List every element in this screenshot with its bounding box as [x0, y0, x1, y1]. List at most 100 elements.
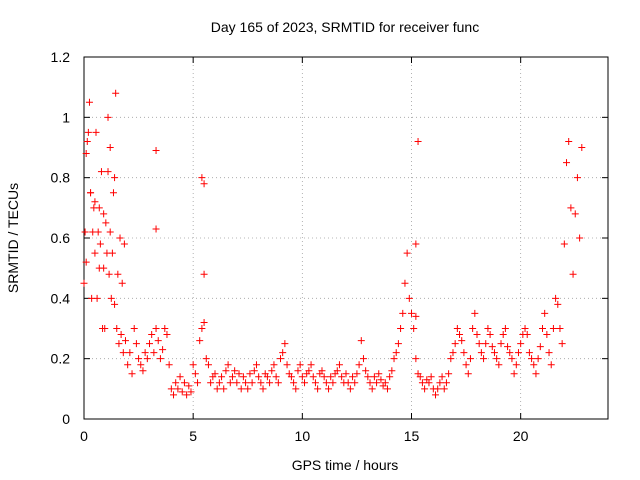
data-point — [508, 355, 516, 363]
data-point — [146, 340, 153, 348]
data-point — [213, 385, 221, 393]
data-point — [464, 370, 472, 378]
data-point — [333, 367, 341, 375]
data-point — [425, 379, 433, 387]
data-point — [311, 379, 319, 387]
data-point — [549, 325, 557, 332]
data-point — [167, 385, 175, 393]
data-point — [96, 240, 104, 248]
data-point — [475, 340, 483, 348]
data-point — [152, 325, 160, 332]
data-point — [211, 370, 219, 378]
data-point — [87, 189, 95, 197]
data-point — [268, 367, 276, 375]
data-point — [436, 379, 444, 387]
y-tick-label: 0.8 — [51, 170, 71, 186]
data-point — [180, 379, 188, 387]
data-point — [528, 355, 536, 363]
data-point — [290, 379, 298, 387]
data-point — [370, 373, 378, 381]
data-point — [226, 379, 234, 387]
data-point — [351, 379, 359, 387]
data-point — [539, 325, 546, 332]
data-point — [408, 309, 415, 317]
data-point — [412, 355, 420, 363]
data-point — [233, 379, 241, 387]
data-point — [222, 367, 230, 375]
data-point — [401, 279, 409, 287]
data-point — [573, 174, 581, 182]
data-point — [94, 228, 102, 236]
data-point — [141, 349, 149, 357]
data-point — [148, 331, 156, 339]
data-point — [207, 379, 215, 387]
data-point — [530, 361, 538, 369]
data-point — [534, 355, 542, 363]
data-point — [440, 385, 448, 393]
data-point — [565, 137, 573, 145]
data-point — [366, 379, 374, 387]
data-point — [183, 391, 191, 399]
data-point — [322, 379, 330, 387]
data-point — [277, 355, 284, 363]
data-point — [150, 349, 158, 357]
y-axis-label: SRMTID / TECUs — [5, 183, 21, 293]
data-point — [392, 349, 400, 357]
data-point — [115, 340, 123, 348]
data-point — [383, 385, 391, 393]
data-point — [552, 294, 560, 302]
data-point — [252, 361, 260, 369]
y-tick-label: 0 — [62, 411, 70, 427]
data-point — [218, 373, 226, 381]
data-point — [202, 355, 210, 363]
data-point — [126, 349, 134, 357]
data-point — [117, 331, 125, 339]
data-point — [556, 325, 564, 332]
data-point — [416, 373, 424, 381]
data-point — [497, 340, 505, 348]
data-point — [523, 331, 531, 339]
data-point — [307, 361, 315, 369]
chart-title: Day 165 of 2023, SRMTID for receiver fun… — [211, 19, 479, 35]
data-point — [460, 349, 468, 357]
data-point — [172, 379, 180, 387]
data-point — [438, 373, 446, 381]
data-point — [342, 370, 350, 378]
data-point — [294, 367, 302, 375]
data-point — [159, 346, 167, 354]
data-point — [139, 367, 147, 375]
data-point — [320, 373, 328, 381]
data-point — [554, 300, 562, 308]
data-point — [90, 204, 98, 212]
data-point — [329, 379, 337, 387]
data-point — [466, 355, 474, 363]
data-point — [84, 128, 92, 136]
data-point — [493, 355, 501, 363]
data-point — [471, 309, 479, 317]
data-point — [576, 234, 584, 242]
data-point — [482, 340, 490, 348]
data-point — [114, 270, 122, 278]
data-point — [525, 349, 533, 357]
data-point — [388, 367, 396, 375]
data-point — [257, 379, 265, 387]
data-point — [412, 312, 420, 320]
data-point — [484, 325, 492, 332]
data-point — [449, 349, 457, 357]
data-point — [414, 137, 422, 145]
data-point — [344, 379, 352, 387]
data-point — [447, 355, 455, 363]
data-point — [174, 385, 182, 393]
data-point — [418, 379, 426, 387]
data-point — [274, 379, 282, 387]
data-point — [353, 370, 361, 378]
data-point — [97, 168, 105, 176]
data-point — [281, 340, 289, 348]
data-point — [338, 373, 346, 381]
data-point — [506, 349, 514, 357]
data-point — [112, 89, 120, 97]
data-point — [571, 210, 579, 218]
data-point — [318, 367, 326, 375]
data-point — [266, 379, 274, 387]
data-point — [386, 373, 394, 381]
